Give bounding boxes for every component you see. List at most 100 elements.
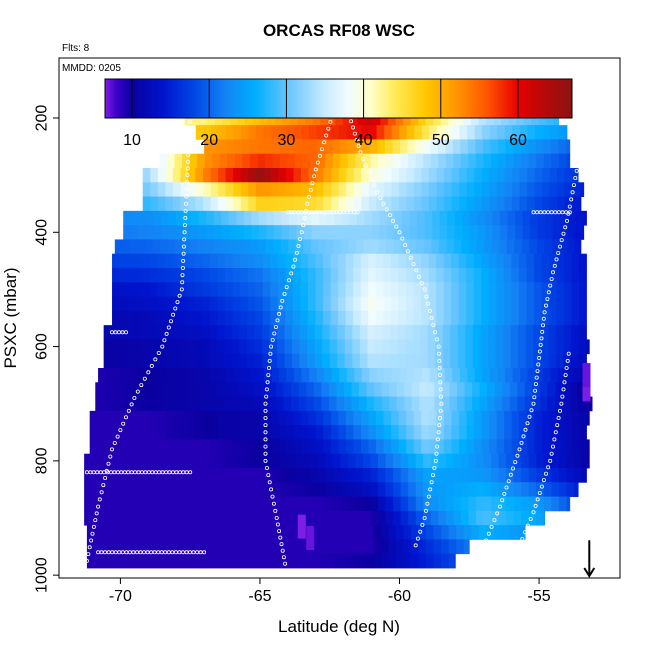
flight-track-point	[397, 230, 402, 235]
heatmap-cell	[212, 496, 221, 512]
heatmap-cell	[439, 225, 448, 240]
heatmap-cell	[158, 368, 167, 383]
flight-track-point	[531, 401, 536, 406]
heatmap-cell	[97, 410, 106, 426]
heatmap-cell	[118, 325, 127, 340]
heatmap-cell	[232, 268, 241, 283]
heatmap-cell	[521, 153, 530, 169]
heatmap-cell	[358, 553, 367, 569]
colorbar-segment	[367, 79, 371, 118]
heatmap-cell	[119, 310, 128, 326]
heatmap-cell	[433, 539, 442, 555]
heatmap-cell	[556, 439, 565, 455]
heatmap-cell	[451, 282, 460, 297]
heatmap-cell	[385, 482, 394, 497]
heatmap-cell	[566, 482, 575, 497]
heatmap-cell	[376, 410, 384, 426]
heatmap-cell	[242, 453, 251, 469]
flight-track-point	[527, 414, 532, 419]
heatmap-cell	[395, 525, 404, 540]
heatmap-cell	[168, 210, 177, 226]
colorbar-segment	[229, 79, 233, 118]
heatmap-cell	[383, 268, 392, 283]
flight-track-point	[495, 511, 500, 516]
heatmap-cell	[481, 410, 490, 426]
heatmap-cell	[349, 225, 358, 240]
flight-track-point	[502, 491, 507, 496]
colorbar-tick-label: 60	[509, 132, 527, 149]
heatmap-cell	[488, 282, 497, 297]
heatmap-cell	[451, 410, 460, 426]
heatmap-cell	[433, 525, 442, 540]
heatmap-cell	[457, 382, 465, 397]
flight-track-point	[126, 408, 131, 413]
heatmap-cell	[351, 396, 360, 412]
heatmap-cell	[340, 239, 349, 255]
heatmap-cell	[564, 253, 573, 269]
heatmap-cell	[130, 210, 139, 226]
heatmap-cell	[415, 510, 424, 526]
colorbar-segment	[496, 79, 500, 118]
heatmap-cell	[540, 325, 549, 340]
heatmap-cell	[556, 310, 565, 326]
heatmap-cell	[310, 510, 319, 526]
heatmap-cell	[298, 382, 307, 397]
heatmap-cell	[195, 168, 204, 183]
colorbar-segment	[252, 79, 256, 118]
heatmap-cell	[423, 482, 432, 497]
heatmap-cell	[119, 439, 128, 455]
flight-track-point	[426, 301, 431, 306]
heatmap-cell	[171, 339, 180, 355]
heatmap-cell	[510, 339, 519, 355]
heatmap-cell	[340, 453, 349, 469]
colorbar-segment	[434, 79, 438, 118]
heatmap-cell	[376, 439, 384, 455]
heatmap-cell	[227, 153, 236, 169]
heatmap-cell	[518, 339, 527, 355]
flight-track-point	[181, 258, 186, 263]
colorbar-segment	[418, 79, 423, 118]
heatmap-cell	[227, 482, 236, 497]
heatmap-cell	[308, 425, 317, 440]
heatmap-cell	[278, 196, 287, 212]
heatmap-cell	[436, 282, 445, 297]
heatmap-cell	[560, 210, 569, 226]
flight-track-point	[403, 242, 408, 247]
heatmap-cell	[543, 468, 552, 483]
heatmap-cell	[428, 439, 437, 455]
colorbar-segment	[455, 79, 459, 118]
heatmap-cell	[526, 296, 535, 312]
colorbar-segment	[364, 79, 368, 118]
heatmap-cell	[165, 439, 173, 455]
heatmap-cell	[442, 339, 451, 355]
heatmap-cell	[330, 296, 339, 312]
heatmap-cell	[436, 125, 445, 140]
heatmap-cell	[119, 410, 128, 426]
heatmap-cell	[519, 125, 528, 140]
heatmap-cell	[310, 239, 319, 255]
heatmap-cell	[578, 353, 587, 369]
heatmap-cell	[204, 468, 213, 483]
heatmap-cell	[132, 525, 141, 540]
heatmap-cell	[340, 468, 349, 483]
heatmap-cell	[211, 139, 220, 155]
heatmap-cell	[344, 353, 353, 369]
heatmap-cell	[442, 353, 451, 369]
heatmap-cell	[445, 453, 454, 469]
heatmap-cell	[195, 196, 204, 212]
heatmap-cell	[487, 339, 496, 355]
heatmap-cell	[97, 439, 106, 455]
heatmap-cell	[532, 396, 541, 412]
flight-track-point	[372, 183, 377, 188]
heatmap-cell	[388, 525, 397, 540]
heatmap-cell	[528, 496, 537, 512]
heatmap-cell	[419, 396, 428, 412]
heatmap-cell	[323, 439, 332, 455]
heatmap-cell	[227, 468, 236, 483]
heatmap-cell	[536, 510, 545, 526]
heatmap-cell	[194, 310, 203, 326]
flight-track-point	[414, 268, 419, 273]
heatmap-cell	[460, 453, 469, 469]
heatmap-cell	[376, 368, 385, 383]
heatmap-cell	[518, 282, 527, 297]
